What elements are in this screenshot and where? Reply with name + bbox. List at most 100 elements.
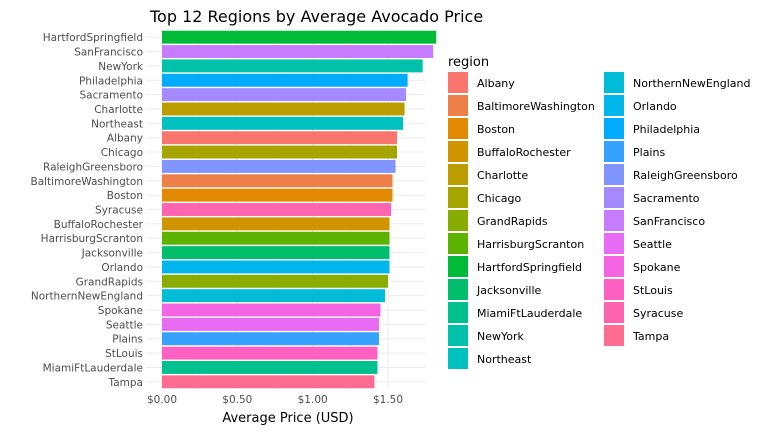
legend-swatch [448,95,468,116]
y-tick-label: Tampa [108,377,143,389]
legend-label: Jacksonville [476,284,542,297]
y-tick-label: Boston [107,190,143,202]
y-tick-label: Jacksonville [81,248,143,260]
legend-label: BaltimoreWashington [477,100,595,113]
y-tick-label: Charlotte [94,104,143,116]
bar [162,231,390,245]
bar [162,375,375,389]
legend-swatch [604,95,624,116]
y-tick-label: StLouis [105,348,143,360]
y-tick-label: MiamiFtLauderdale [43,362,143,374]
bar [162,188,393,202]
bar [162,174,393,188]
legend-swatch [448,302,468,323]
legend-swatch [448,164,468,185]
bar [162,88,407,102]
legend-label: Seattle [633,238,672,251]
y-tick-label: Spokane [98,305,143,317]
bar [162,303,381,317]
legend-swatch [604,118,624,139]
bar [162,73,408,87]
y-tick-label: SanFrancisco [74,47,143,59]
legend-label: RaleighGreensboro [633,169,738,182]
legend-swatch [604,72,624,93]
legend-label: HarrisburgScranton [477,238,584,251]
x-tick-label: $1.50 [373,394,403,406]
bar [162,360,378,374]
legend-label: Chicago [477,192,521,205]
y-tick-label: Sacramento [79,90,143,102]
y-tick-label: NorthernNewEngland [31,291,143,303]
y-tick-label: NewYork [98,61,144,73]
bar [162,116,404,130]
bar [162,159,396,173]
legend-swatch [604,164,624,185]
bar [162,30,437,44]
bar [162,332,379,346]
legend-swatch [604,141,624,162]
bar [162,145,398,159]
y-axis-labels: HartfordSpringfield SanFrancisco NewYork Ph… [31,32,144,389]
legend-label: BuffaloRochester [477,146,571,159]
bar [162,346,378,360]
y-tick-label: HarrisburgScranton [41,233,143,245]
legend-label: GrandRapids [477,215,548,228]
legend-label: Boston [477,123,515,136]
y-tick-label: Seattle [106,319,143,331]
x-axis-ticks: $0.00 $0.50 $1.00 $1.50 [147,394,403,406]
legend-label: Philadelphia [633,123,700,136]
legend-swatch [448,256,468,277]
legend-title: region [448,55,489,70]
y-tick-label: HartfordSpringfield [43,32,143,44]
y-tick-label: Albany [107,133,143,145]
x-axis-title: Average Price (USD) [222,411,353,426]
bar [162,274,388,288]
legend-swatch [448,348,468,369]
legend-swatch [448,210,468,231]
bar [162,289,385,303]
y-tick-label: Plains [112,334,143,346]
legend: Albany BaltimoreWashington Boston BuffaloRo… [448,72,750,369]
legend-label: Syracuse [633,307,684,320]
bar [162,59,423,73]
legend-label: NorthernNewEngland [633,77,750,90]
legend-label: Plains [633,146,665,159]
legend-label: Orlando [633,100,677,113]
legend-swatch [604,233,624,254]
x-tick-label: $1.00 [298,394,328,406]
legend-label: StLouis [633,284,673,297]
y-tick-label: Northeast [91,118,143,130]
y-tick-label: BuffaloRochester [54,219,144,231]
legend-label: Charlotte [477,169,528,182]
y-tick-label: BaltimoreWashington [31,176,144,188]
legend-label: SanFrancisco [633,215,705,228]
legend-swatch [448,187,468,208]
y-tick-label: Philadelphia [79,75,143,87]
legend-swatch [604,302,624,323]
bar [162,260,390,274]
legend-swatch [448,279,468,300]
legend-label: NewYork [477,330,525,343]
bar [162,45,434,59]
legend-swatch [604,187,624,208]
legend-swatch [448,233,468,254]
legend-swatch [604,256,624,277]
legend-label: MiamiFtLauderdale [477,307,582,320]
bar [162,131,398,145]
legend-label: Tampa [632,330,669,343]
legend-swatch [604,325,624,346]
x-tick-label: $0.00 [147,394,177,406]
legend-label: Albany [477,77,515,90]
legend-swatch [448,118,468,139]
bars [162,30,437,389]
bar [162,102,405,116]
bar [162,203,392,216]
legend-swatch [448,72,468,93]
legend-label: Sacramento [633,192,700,205]
legend-label: HartfordSpringfield [477,261,582,274]
bar [162,246,390,260]
legend-swatch [604,279,624,300]
bar [162,217,390,231]
legend-swatch [448,325,468,346]
